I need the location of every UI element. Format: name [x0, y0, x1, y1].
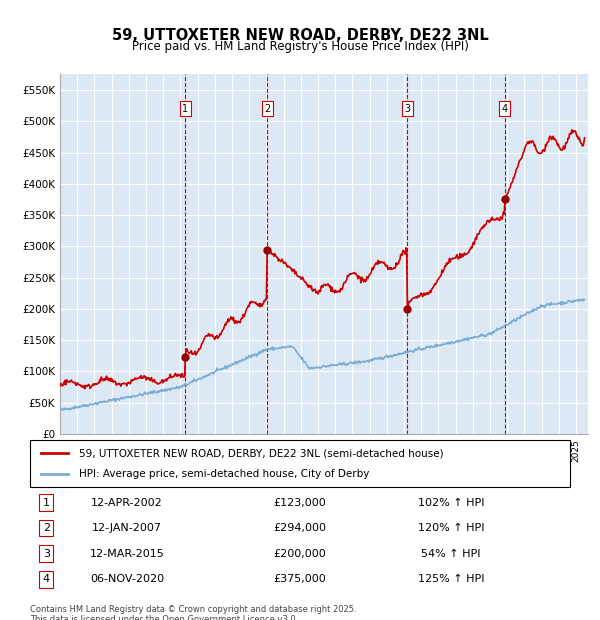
Text: 2: 2	[264, 104, 270, 114]
Text: 59, UTTOXETER NEW ROAD, DERBY, DE22 3NL: 59, UTTOXETER NEW ROAD, DERBY, DE22 3NL	[112, 28, 488, 43]
Text: £294,000: £294,000	[274, 523, 326, 533]
Text: 12-MAR-2015: 12-MAR-2015	[90, 549, 164, 559]
Text: 06-NOV-2020: 06-NOV-2020	[90, 574, 164, 584]
Text: 102% ↑ HPI: 102% ↑ HPI	[418, 498, 484, 508]
Text: 1: 1	[43, 498, 50, 508]
Text: 3: 3	[43, 549, 50, 559]
Text: £123,000: £123,000	[274, 498, 326, 508]
Text: £375,000: £375,000	[274, 574, 326, 584]
Text: 2: 2	[43, 523, 50, 533]
Text: 12-APR-2002: 12-APR-2002	[91, 498, 163, 508]
Text: 120% ↑ HPI: 120% ↑ HPI	[418, 523, 484, 533]
Text: £200,000: £200,000	[274, 549, 326, 559]
Text: 54% ↑ HPI: 54% ↑ HPI	[421, 549, 481, 559]
Text: 3: 3	[404, 104, 410, 114]
Text: 125% ↑ HPI: 125% ↑ HPI	[418, 574, 484, 584]
Text: Contains HM Land Registry data © Crown copyright and database right 2025.
This d: Contains HM Land Registry data © Crown c…	[30, 604, 356, 620]
Text: 1: 1	[182, 104, 188, 114]
Text: 59, UTTOXETER NEW ROAD, DERBY, DE22 3NL (semi-detached house): 59, UTTOXETER NEW ROAD, DERBY, DE22 3NL …	[79, 448, 443, 458]
Text: 12-JAN-2007: 12-JAN-2007	[92, 523, 162, 533]
FancyBboxPatch shape	[30, 440, 570, 487]
Text: 4: 4	[502, 104, 508, 114]
Text: 4: 4	[43, 574, 50, 584]
Text: HPI: Average price, semi-detached house, City of Derby: HPI: Average price, semi-detached house,…	[79, 469, 369, 479]
Text: Price paid vs. HM Land Registry's House Price Index (HPI): Price paid vs. HM Land Registry's House …	[131, 40, 469, 53]
